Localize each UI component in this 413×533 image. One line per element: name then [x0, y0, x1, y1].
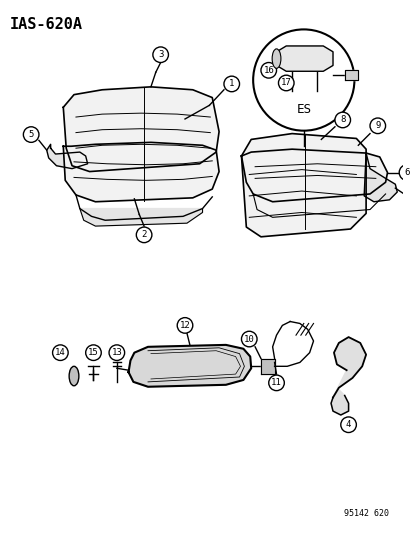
- Text: 95142 620: 95142 620: [344, 509, 389, 518]
- Text: 6: 6: [404, 168, 409, 177]
- Text: 16: 16: [263, 66, 273, 75]
- Ellipse shape: [271, 49, 280, 68]
- Circle shape: [152, 47, 168, 62]
- Circle shape: [278, 75, 293, 91]
- Circle shape: [52, 345, 68, 360]
- Circle shape: [369, 118, 385, 134]
- Text: 7: 7: [411, 198, 413, 207]
- Polygon shape: [80, 208, 202, 226]
- Text: 3: 3: [158, 50, 163, 59]
- Polygon shape: [128, 345, 251, 387]
- Text: 11: 11: [271, 378, 281, 387]
- Text: 13: 13: [111, 348, 122, 357]
- Text: ES: ES: [296, 103, 311, 116]
- Circle shape: [85, 345, 101, 360]
- Circle shape: [340, 417, 356, 432]
- Circle shape: [23, 127, 39, 142]
- Ellipse shape: [69, 366, 79, 386]
- Circle shape: [136, 227, 152, 243]
- Polygon shape: [47, 144, 88, 168]
- Polygon shape: [63, 87, 218, 172]
- Circle shape: [177, 318, 192, 333]
- Text: 15: 15: [88, 348, 99, 357]
- Circle shape: [334, 112, 350, 128]
- Polygon shape: [260, 359, 274, 374]
- Text: 4: 4: [345, 420, 350, 429]
- Text: 10: 10: [243, 335, 254, 344]
- Circle shape: [260, 62, 276, 78]
- Text: 17: 17: [280, 78, 291, 87]
- Polygon shape: [276, 46, 332, 71]
- Text: 2: 2: [141, 230, 147, 239]
- Polygon shape: [332, 337, 365, 398]
- Text: 8: 8: [339, 116, 344, 125]
- Text: IAS-620A: IAS-620A: [10, 17, 83, 32]
- Polygon shape: [241, 149, 387, 202]
- Circle shape: [268, 375, 284, 391]
- Polygon shape: [63, 142, 218, 202]
- Text: 14: 14: [55, 348, 66, 357]
- Text: 12: 12: [179, 321, 190, 330]
- Polygon shape: [241, 134, 365, 237]
- Circle shape: [398, 165, 413, 180]
- Polygon shape: [363, 153, 396, 202]
- Circle shape: [241, 331, 256, 347]
- Text: 5: 5: [28, 130, 34, 139]
- Text: 1: 1: [228, 79, 234, 88]
- Circle shape: [406, 195, 413, 211]
- Polygon shape: [330, 390, 348, 415]
- Circle shape: [109, 345, 124, 360]
- Text: 9: 9: [374, 122, 380, 130]
- Circle shape: [223, 76, 239, 92]
- Polygon shape: [344, 70, 358, 80]
